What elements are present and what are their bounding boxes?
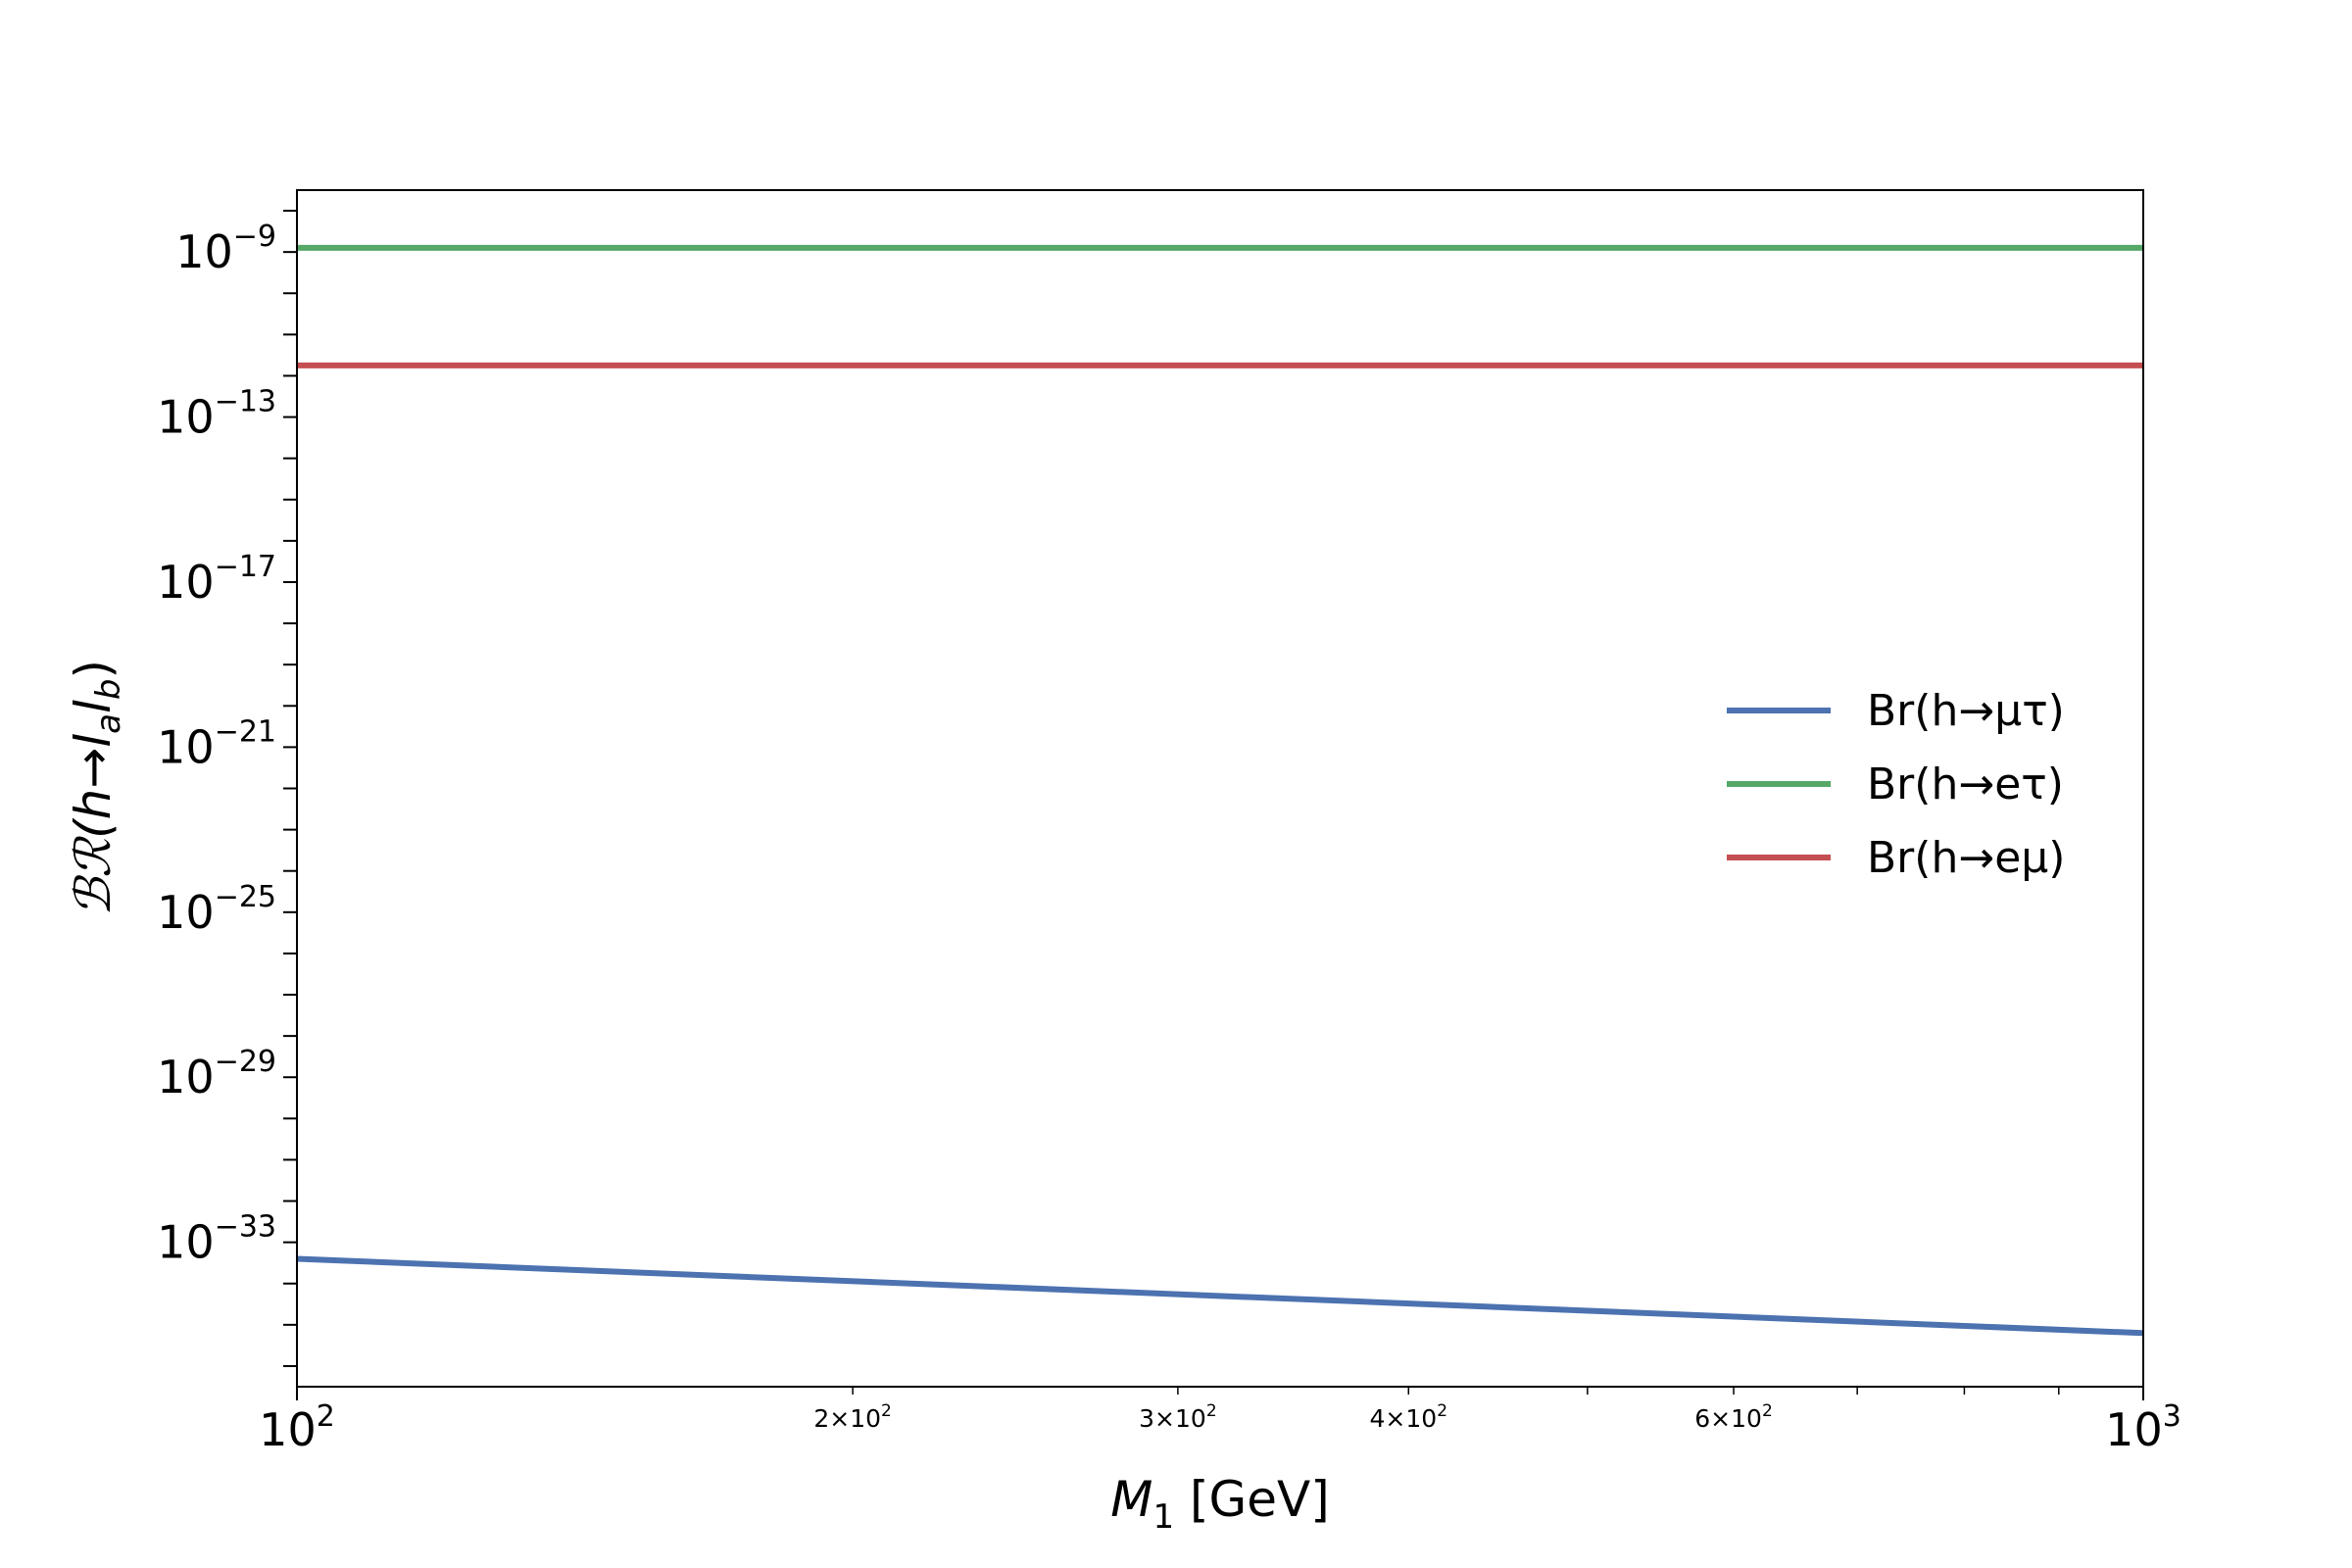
y-tick-label: 10−9 <box>175 220 276 278</box>
x-axis-label: M1 [GeV] <box>1110 1471 1329 1537</box>
legend-label: Br(h→μτ) <box>1867 686 2065 736</box>
series-line-1 <box>296 1255 2144 1337</box>
x-tick-label: 2×102 <box>813 1401 892 1433</box>
legend: Br(h→μτ) Br(h→eτ) Br(h→eμ) <box>1727 686 2065 883</box>
y-tick-label: 10−13 <box>157 385 276 444</box>
legend-label: Br(h→eτ) <box>1867 760 2064 809</box>
x-axis-ticks: 102 2×102 3×102 4×102 6×102 103 <box>259 1387 2181 1456</box>
y-tick-label: 10−25 <box>157 880 276 939</box>
y-tick-label: 10−33 <box>157 1210 276 1269</box>
y-tick-label: 10−21 <box>157 714 276 773</box>
x-tick-label: 3×102 <box>1139 1401 1217 1433</box>
y-axis-label: ℬℛ(h→lalb) <box>65 660 128 916</box>
y-tick-label: 10−29 <box>157 1045 276 1103</box>
y-axis-ticks: 10−9 10−13 10−17 10−21 10−25 10−29 10−33 <box>157 210 297 1367</box>
legend-label: Br(h→eμ) <box>1867 833 2065 883</box>
x-tick-label: 103 <box>2105 1399 2181 1456</box>
x-tick-label: 4×102 <box>1370 1401 1448 1433</box>
x-tick-label: 6×102 <box>1694 1401 1773 1433</box>
x-tick-label: 102 <box>259 1399 335 1456</box>
y-tick-label: 10−17 <box>157 550 276 609</box>
series-layer <box>296 244 2144 1337</box>
